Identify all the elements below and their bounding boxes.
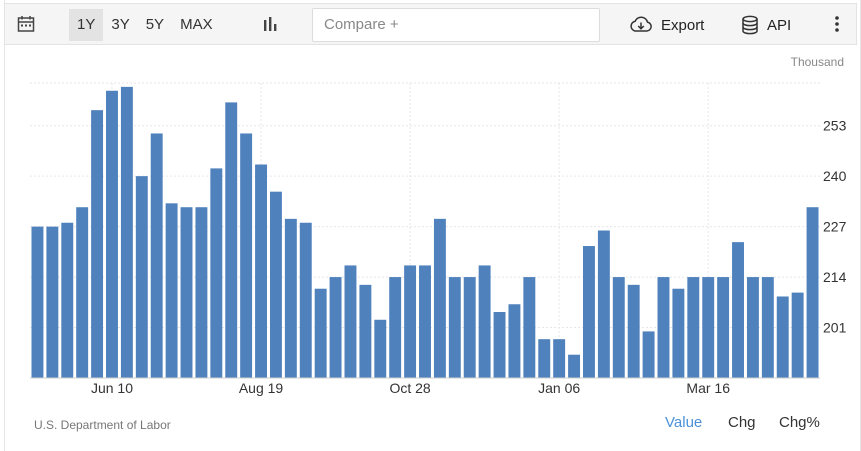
view-selector: Value Chg Chg% <box>665 414 825 434</box>
bar[interactable] <box>195 207 208 378</box>
bar[interactable] <box>806 207 819 378</box>
bar[interactable] <box>419 265 431 378</box>
x-tick-label: Mar 16 <box>686 380 730 396</box>
x-tick-label: Jan 06 <box>538 380 580 396</box>
bar[interactable] <box>672 288 685 378</box>
bar[interactable] <box>791 292 804 378</box>
bar[interactable] <box>240 133 253 378</box>
more-vertical-icon[interactable] <box>826 13 848 35</box>
range-max-button[interactable]: MAX <box>180 16 213 33</box>
export-button[interactable]: Export <box>629 9 704 41</box>
y-tick-label: 240 <box>823 168 847 184</box>
bar[interactable] <box>135 176 148 378</box>
bar[interactable] <box>568 354 581 378</box>
bar[interactable] <box>493 312 506 378</box>
bar[interactable] <box>732 242 744 378</box>
bar[interactable] <box>463 277 476 378</box>
bar[interactable] <box>612 277 625 378</box>
bar[interactable] <box>776 296 789 378</box>
bar[interactable] <box>299 222 312 378</box>
bar[interactable] <box>389 277 402 378</box>
chgpct-view-button[interactable]: Chg% <box>779 414 820 431</box>
bar[interactable] <box>448 277 461 378</box>
bar[interactable] <box>478 265 491 378</box>
y-tick-label: 201 <box>823 320 847 336</box>
bar[interactable] <box>687 277 700 378</box>
bar[interactable] <box>46 226 59 378</box>
bar[interactable] <box>642 331 655 378</box>
bar[interactable] <box>627 284 640 378</box>
bar[interactable] <box>180 207 193 378</box>
bar[interactable] <box>76 207 89 378</box>
api-label: API <box>767 16 792 34</box>
bar[interactable] <box>91 110 104 378</box>
bar[interactable] <box>165 203 178 378</box>
calendar-icon[interactable] <box>15 13 37 35</box>
bar[interactable] <box>433 218 446 378</box>
export-label: Export <box>661 16 705 34</box>
bar[interactable] <box>344 265 357 378</box>
bar[interactable] <box>225 102 238 378</box>
y-tick-label: 227 <box>823 219 847 235</box>
range-3y-button[interactable]: 3Y <box>111 16 130 33</box>
bar[interactable] <box>284 218 297 378</box>
bar[interactable] <box>717 277 730 378</box>
bar[interactable] <box>553 339 566 378</box>
bar[interactable] <box>657 277 670 378</box>
bar[interactable] <box>255 164 267 378</box>
range-5y-button[interactable]: 5Y <box>145 16 165 33</box>
bar[interactable] <box>404 265 417 378</box>
y-tick-label: 253 <box>823 118 847 134</box>
chg-view-button[interactable]: Chg <box>728 414 756 431</box>
bar[interactable] <box>597 230 610 379</box>
bar[interactable] <box>150 133 163 378</box>
bar[interactable] <box>314 288 327 378</box>
y-tick-label: 214 <box>823 269 847 285</box>
bar[interactable] <box>523 277 536 378</box>
cloud-download-icon <box>630 16 652 32</box>
source-label: U.S. Department of Labor <box>34 418 171 432</box>
bar[interactable] <box>31 226 44 378</box>
x-tick-label: Aug 19 <box>239 380 284 396</box>
x-tick-label: Oct 28 <box>389 380 430 396</box>
bar[interactable] <box>210 168 223 378</box>
bar[interactable] <box>746 277 759 378</box>
bar[interactable] <box>120 86 133 378</box>
bar[interactable] <box>761 277 774 378</box>
x-tick-label: Jun 10 <box>91 380 133 396</box>
bar[interactable] <box>106 90 118 379</box>
bar[interactable] <box>329 277 342 378</box>
bar[interactable] <box>374 319 387 378</box>
range-selector: 1Y 3Y 5Y MAX <box>69 9 221 41</box>
bar[interactable] <box>508 304 521 378</box>
bar[interactable] <box>583 246 595 378</box>
bar[interactable] <box>538 339 551 378</box>
bar[interactable] <box>702 277 715 378</box>
bar[interactable] <box>61 222 74 378</box>
unit-label: Thousand <box>790 55 844 69</box>
toolbar: 1Y 3Y 5Y MAX Compare + Export API <box>4 3 857 45</box>
database-icon <box>742 15 758 35</box>
compare-input[interactable]: Compare + <box>312 8 600 42</box>
range-1y-button[interactable]: 1Y <box>69 9 104 41</box>
bar[interactable] <box>359 284 372 378</box>
value-view-button[interactable]: Value <box>665 414 703 431</box>
bar[interactable] <box>269 191 282 378</box>
api-button[interactable]: API <box>741 9 791 41</box>
bar-chart-icon[interactable] <box>259 13 281 35</box>
